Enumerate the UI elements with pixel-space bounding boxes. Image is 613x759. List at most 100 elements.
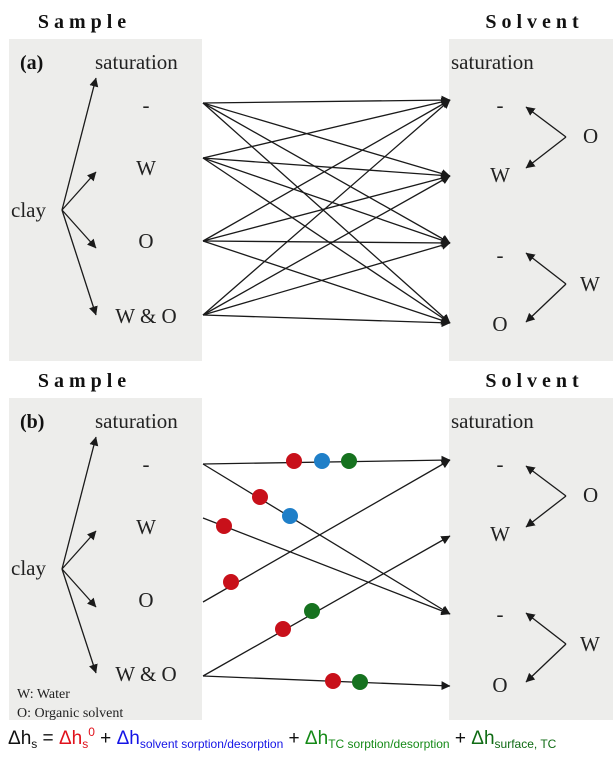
- solvent-saturation-title: saturation: [451, 409, 534, 433]
- transition-arrow: [202, 459, 451, 603]
- group-arrow: [525, 465, 567, 497]
- term3-sub: TC sorption/desorption: [328, 737, 449, 751]
- red-marker: [275, 621, 291, 637]
- tree-arrow: [61, 209, 98, 316]
- tree-arrow: [61, 568, 98, 674]
- tree-arrow: [61, 171, 97, 211]
- connection-arrow: [202, 99, 451, 242]
- sample-state: W & O: [115, 662, 176, 686]
- sample-state: O: [138, 229, 153, 253]
- connection-arrow: [202, 240, 451, 325]
- group-arrow: [525, 136, 567, 169]
- term3: ΔhTC sorption/desorption: [305, 728, 450, 751]
- tree-arrow: [61, 436, 99, 570]
- blue-marker: [314, 453, 330, 469]
- connection-arrow: [202, 95, 451, 105]
- sample-state: W: [136, 515, 156, 539]
- clay-tree: [61, 77, 99, 316]
- red-marker: [252, 489, 268, 505]
- term3-h: h: [318, 728, 329, 749]
- solvent-group-arrows: [525, 465, 567, 683]
- sample-state: W: [136, 156, 156, 180]
- sample-header: S a m p l e: [38, 11, 126, 33]
- solvent-group-label: O: [583, 483, 598, 507]
- plus-sign: +: [450, 728, 472, 749]
- panel-label: (a): [20, 52, 43, 74]
- solvent-state: -: [497, 243, 504, 267]
- legend-organic: O: Organic solvent: [17, 706, 123, 721]
- tree-arrow: [61, 77, 99, 211]
- connection-arrow: [202, 157, 451, 180]
- connection-arrow: [202, 99, 451, 316]
- group-arrow: [525, 106, 567, 138]
- solvent-state: W: [490, 522, 510, 546]
- red-marker: [325, 673, 341, 689]
- solvent-group-arrows: [525, 106, 567, 323]
- connection-arrow: [202, 102, 451, 324]
- panel-b: S a m p l e S o l v e n t (b) saturation…: [9, 370, 613, 721]
- term4: Δhsurface, TC: [471, 728, 556, 751]
- term4-sub: surface, TC: [495, 737, 557, 751]
- transitions: [202, 455, 451, 691]
- solvent-group-label: W: [580, 272, 600, 296]
- sample-box: [9, 398, 202, 720]
- red-marker: [216, 518, 232, 534]
- panel-label: (b): [20, 411, 44, 433]
- transition-arrow: [202, 517, 451, 616]
- clay-label: clay: [11, 556, 46, 580]
- panel-a: S a m p l e S o l v e n t (a) saturation…: [9, 11, 613, 361]
- green-marker: [304, 603, 320, 619]
- sample-state: O: [138, 588, 153, 612]
- term2-sub: solvent sorption/desorption: [140, 737, 283, 751]
- term4-delta: Δ: [471, 728, 484, 749]
- connection-arrow: [202, 157, 451, 245]
- group-arrow: [525, 612, 567, 645]
- solvent-header: S o l v e n t: [485, 370, 579, 392]
- solvent-box: [449, 39, 613, 361]
- group-arrow: [525, 283, 567, 323]
- sample-saturation-title: saturation: [95, 50, 178, 74]
- term2-h: h: [129, 728, 140, 749]
- connection-arrow: [202, 238, 451, 248]
- lhs-sub: s: [31, 737, 37, 751]
- tree-arrow: [61, 568, 97, 608]
- solvent-box: [449, 398, 613, 720]
- term2: Δhsolvent sorption/desorption: [117, 728, 284, 751]
- solvent-saturation-title: saturation: [451, 50, 534, 74]
- solvent-group-label: W: [580, 632, 600, 656]
- tree-arrow: [61, 530, 97, 570]
- legend-water: W: Water: [17, 687, 70, 702]
- connection-arrow: [202, 173, 451, 242]
- term1-sub: s: [82, 737, 88, 751]
- clay-tree: [61, 436, 99, 674]
- connection-arrow: [202, 157, 451, 324]
- term1-delta: Δ: [59, 728, 72, 749]
- term1: Δhs0: [59, 725, 95, 751]
- group-arrow: [525, 495, 567, 528]
- solvent-state: O: [492, 673, 507, 697]
- sample-state: W & O: [115, 304, 176, 328]
- term2-delta: Δ: [117, 728, 130, 749]
- sample-box: [9, 39, 202, 361]
- green-marker: [341, 453, 357, 469]
- clay-label: clay: [11, 198, 46, 222]
- plus-sign: +: [283, 728, 305, 749]
- blue-marker: [282, 508, 298, 524]
- connection-arrow: [202, 175, 451, 316]
- term3-delta: Δ: [305, 728, 318, 749]
- term1-h: h: [72, 728, 83, 749]
- transition-arrow: [202, 463, 451, 615]
- term4-h: h: [484, 728, 495, 749]
- red-marker: [286, 453, 302, 469]
- plus-sign: +: [95, 728, 117, 749]
- equals-sign: =: [37, 728, 59, 749]
- sample-state: -: [143, 93, 150, 117]
- solvent-state: -: [497, 602, 504, 626]
- lhs-delta: Δ: [8, 728, 21, 749]
- sample-saturation-title: saturation: [95, 409, 178, 433]
- term1-sup: 0: [88, 725, 95, 739]
- term-markers: [216, 453, 368, 690]
- solvent-group-label: O: [583, 124, 598, 148]
- connection-arrow: [202, 97, 451, 159]
